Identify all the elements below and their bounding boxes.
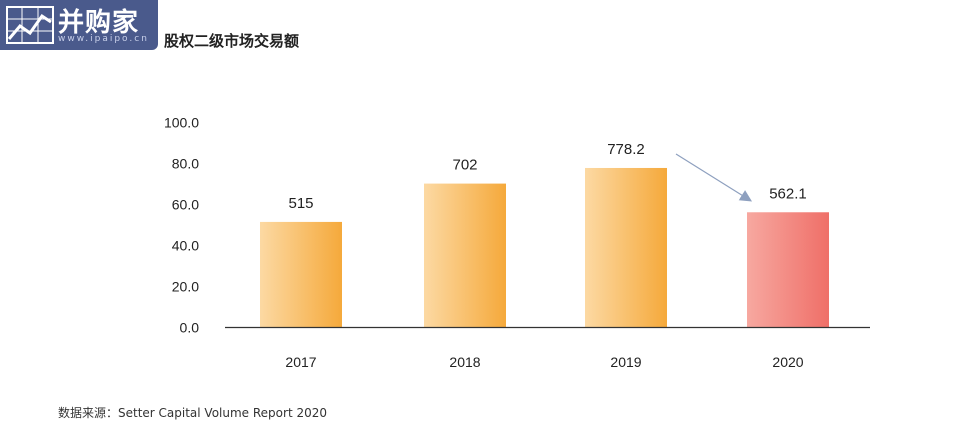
x-tick-label: 2019 [610,354,641,370]
bar-2017 [260,221,342,328]
y-tick-label: 0.0 [180,320,200,336]
y-tick-label: 80.0 [172,156,199,172]
brand-logo: 并购家 www.ipaipo.cn [0,0,158,50]
bar-2018 [424,183,506,328]
chart-logo-icon [6,6,54,44]
y-tick-label: 40.0 [172,238,199,254]
data-label: 515 [288,195,313,212]
y-tick-label: 60.0 [172,197,199,213]
logo-url: www.ipaipo.cn [58,34,149,44]
data-source-note: 数据来源：Setter Capital Volume Report 2020 [58,406,328,420]
data-label: 702 [452,157,477,174]
x-tick-label: 2018 [449,354,480,370]
trend-arrow [675,153,753,202]
y-tick-label: 20.0 [172,279,199,295]
data-label: 562.1 [769,185,807,202]
data-label: 778.2 [607,141,645,158]
logo-text: 并购家 [58,8,140,38]
x-tick-label: 2017 [285,354,316,370]
x-tick-label: 2020 [772,354,803,370]
bar-2020 [747,212,829,328]
y-tick-label: 100.0 [164,115,199,131]
bar-2019 [585,167,667,328]
page-title: 股权二级市场交易额 [164,32,300,50]
